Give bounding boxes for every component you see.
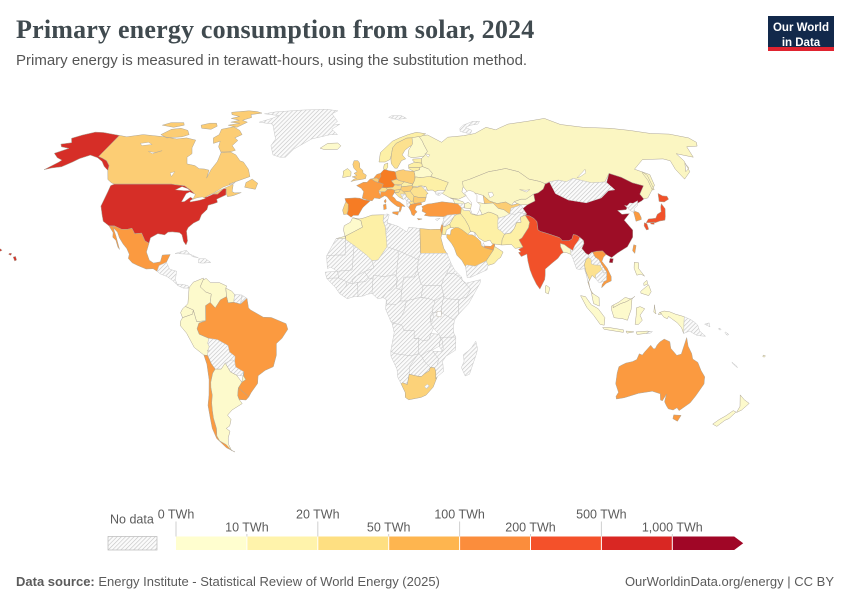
svg-text:20 TWh: 20 TWh bbox=[296, 508, 340, 522]
svg-text:50 TWh: 50 TWh bbox=[367, 521, 411, 535]
svg-text:No data: No data bbox=[110, 513, 154, 527]
svg-text:500 TWh: 500 TWh bbox=[576, 508, 627, 522]
svg-text:1,000 TWh: 1,000 TWh bbox=[642, 521, 703, 535]
svg-text:100 TWh: 100 TWh bbox=[434, 508, 485, 522]
svg-text:10 TWh: 10 TWh bbox=[225, 521, 269, 535]
svg-text:200 TWh: 200 TWh bbox=[505, 521, 556, 535]
svg-text:0 TWh: 0 TWh bbox=[158, 508, 195, 522]
